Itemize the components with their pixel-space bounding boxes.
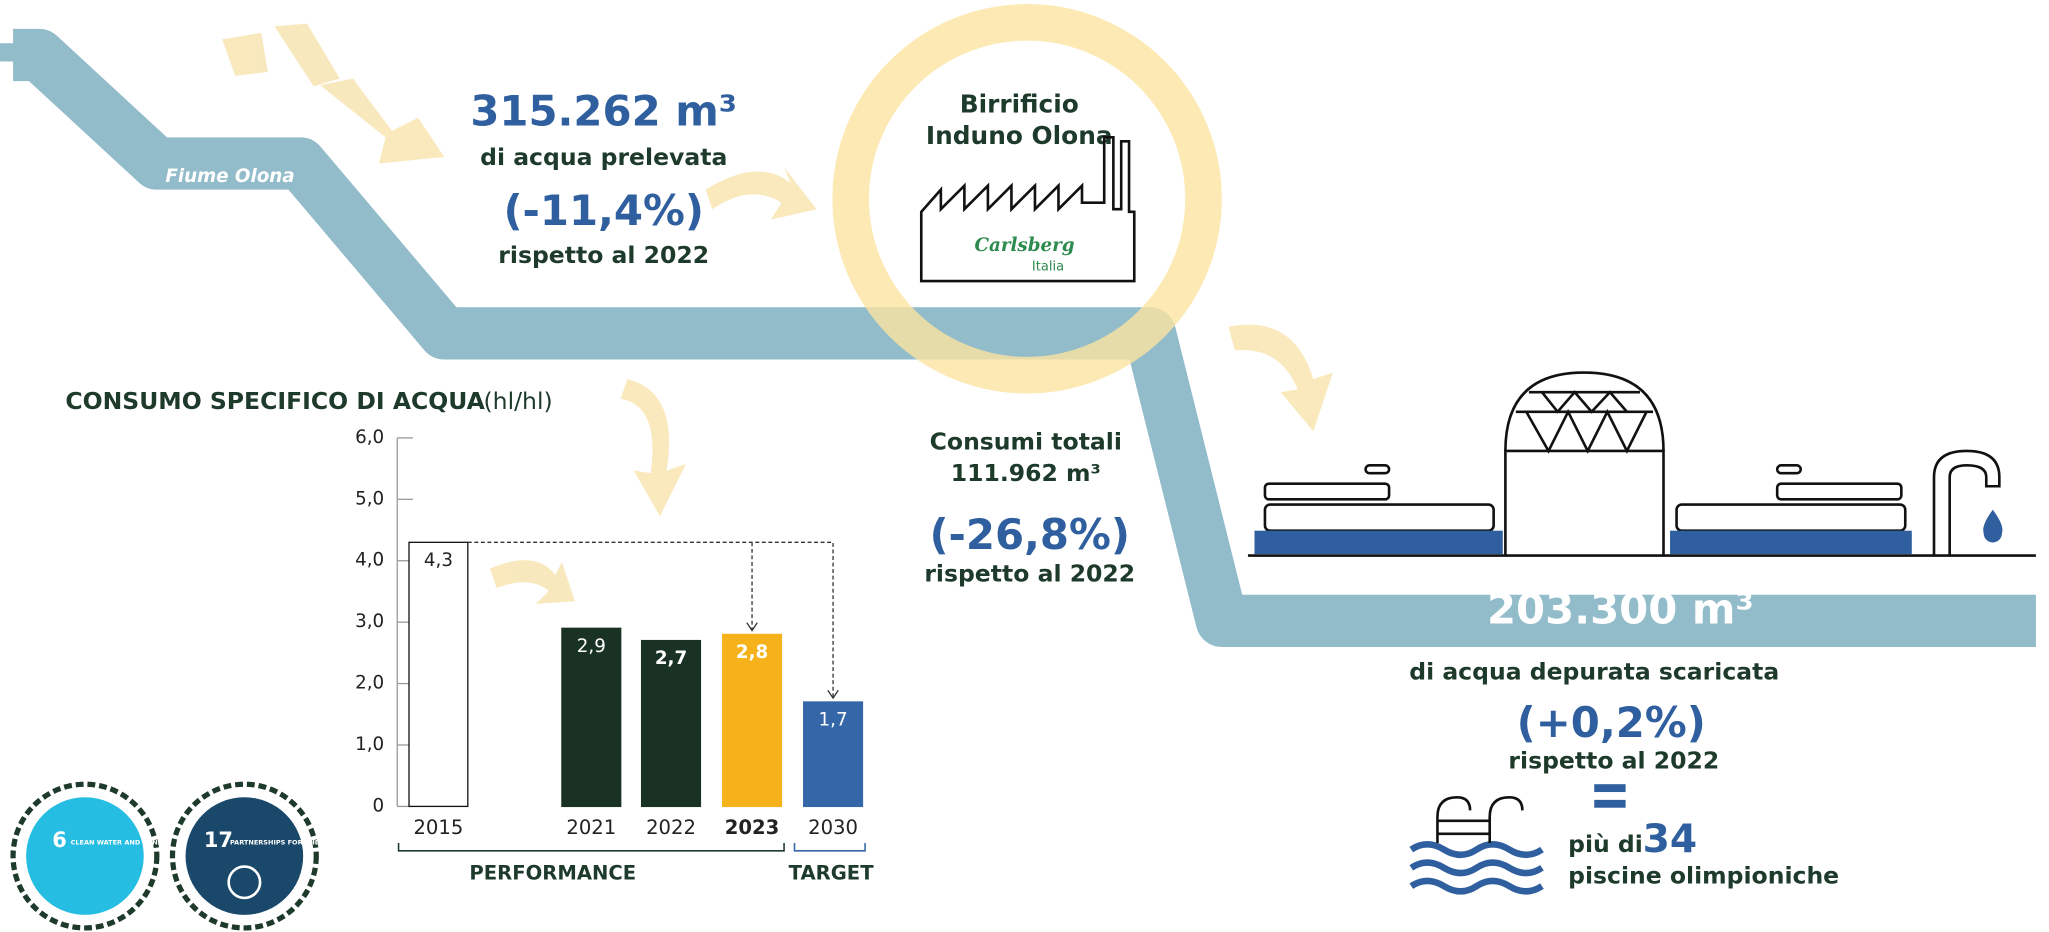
brewery-name: Induno Olona [926, 121, 1113, 150]
factory-icon [919, 136, 1136, 283]
value-label: 2,7 [655, 648, 687, 669]
x-tick-label: 2015 [413, 816, 463, 839]
discharge-change: (+0,2%) [1517, 698, 1706, 747]
discharge-comparison: rispetto al 2022 [1508, 747, 1719, 775]
y-tick-label: 0 [373, 795, 385, 816]
group-label: TARGET [789, 862, 875, 885]
equals-sign [1594, 784, 1626, 793]
brand-logo: Carlsberg [974, 235, 1074, 256]
intake-comparison: rispetto al 2022 [498, 241, 709, 269]
bar [803, 701, 864, 808]
bar [561, 627, 622, 808]
ladder-icon [1436, 795, 1524, 844]
arrow-head [746, 622, 839, 700]
value-label: 2,9 [577, 636, 606, 657]
brand-sub: Italia [1032, 260, 1064, 275]
y-tick-label: 5,0 [355, 488, 384, 509]
equivalent-prefix: più di [1568, 830, 1643, 858]
value-label: 1,7 [819, 710, 848, 731]
equals-sign [1594, 799, 1626, 808]
discharge-amount: 203.300 m³ [1487, 584, 1754, 633]
x-tick-label: 2021 [566, 816, 616, 839]
dashed-arrow [467, 541, 834, 697]
x-tick-label: 2030 [808, 816, 858, 839]
y-tick-label: 1,0 [355, 734, 384, 755]
pool-icon [1409, 841, 1544, 895]
intake-caption: di acqua prelevata [480, 143, 727, 171]
equivalent-number: 34 [1643, 817, 1698, 862]
sdg-badge: 6 CLEAN WATER AND SANITATION [10, 781, 187, 931]
value-label: 2,8 [736, 642, 768, 663]
tank-water [1254, 530, 1503, 555]
chart-title: CONSUMO SPECIFICO DI ACQUA [65, 387, 485, 415]
discharge-caption: di acqua depurata scaricata [1409, 658, 1779, 686]
chart-unit: (hl/hl) [484, 387, 553, 415]
y-tick-label: 6,0 [355, 427, 384, 448]
sdg-label: PARTNERSHIPS FOR THE GOALS [230, 838, 346, 846]
brewery-name: Birrificio [960, 90, 1079, 119]
consumption-caption: Consumi totali [930, 428, 1122, 456]
bar [721, 633, 783, 808]
tank-water [1670, 530, 1912, 555]
intake-change: (-11,4%) [503, 186, 704, 235]
drop-icon [1983, 509, 2003, 543]
consumption-change: (-26,8%) [929, 510, 1130, 559]
bar [640, 639, 702, 808]
group-bracket [793, 843, 866, 852]
brewery-ring [832, 4, 1222, 394]
sdg-number: 6 [52, 828, 67, 852]
bar [408, 541, 469, 808]
sdg-number: 17 [204, 828, 233, 852]
y-tick-label: 2,0 [355, 673, 384, 694]
x-tick-label: 2022 [646, 816, 696, 839]
sdg-badge: 17 PARTNERSHIPS FOR THE GOALS [169, 781, 346, 931]
intake-amount: 315.262 m³ [470, 87, 737, 136]
consumption-comparison: rispetto al 2022 [924, 560, 1135, 588]
x-tick-label: 2023 [725, 816, 780, 839]
y-tick-label: 4,0 [355, 550, 384, 571]
treatment-plant [1247, 371, 2036, 557]
river [13, 28, 2036, 647]
value-label: 4,3 [424, 550, 453, 571]
group-label: PERFORMANCE [469, 862, 636, 885]
sdg-label: CLEAN WATER AND SANITATION [71, 838, 187, 846]
consumption-amount: 111.962 m³ [951, 459, 1101, 487]
bar-chart: 0 1,0 2,0 3,0 4,0 5,0 6,0 4,3 2015 2,9 2021 2,7 2022… [355, 427, 874, 885]
river-label: Fiume Olona [165, 166, 294, 187]
group-bracket [397, 843, 785, 852]
equivalent-suffix: piscine olimpioniche [1568, 862, 1839, 890]
y-tick-label: 3,0 [355, 611, 384, 632]
decor-arrows [222, 23, 1333, 604]
